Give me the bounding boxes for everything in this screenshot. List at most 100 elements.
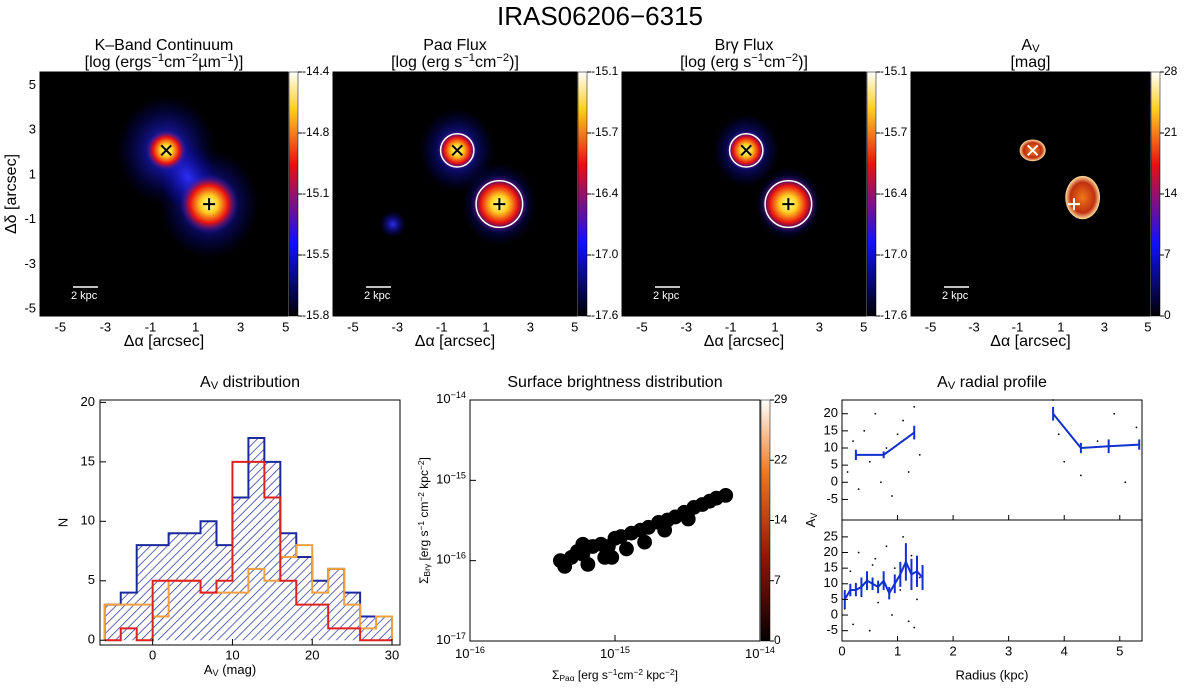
text-part: A: [937, 374, 948, 391]
text-part: A: [200, 374, 211, 391]
y-tick-label: 3: [29, 122, 36, 137]
histogram-bar: [296, 556, 313, 641]
profile-line: [855, 431, 915, 456]
colorbar: [866, 71, 877, 317]
text-part: A: [204, 662, 213, 677]
text-part: 10: [745, 646, 759, 661]
scatter-point: [580, 556, 596, 572]
x-axis-label: Δα [arcsec]: [124, 333, 204, 350]
sample-point: [1079, 474, 1082, 477]
sample-point: [1063, 460, 1066, 463]
text-part: A: [1021, 37, 1032, 54]
text-part: kpc: [643, 668, 665, 682]
superscript: −14: [451, 390, 466, 400]
x-tick-label: 5: [571, 319, 578, 334]
x-tick-label: -3: [100, 319, 112, 334]
sample-point: [918, 453, 921, 456]
histogram-bar: [280, 533, 297, 641]
x-tick-label: -5: [347, 319, 359, 334]
subscript: V: [211, 380, 219, 392]
sample-point: [857, 551, 860, 554]
x-tick-label: -1: [436, 319, 448, 334]
colorbar-tick-label: -15.1: [880, 64, 908, 78]
text-part: ]: [675, 668, 678, 682]
colorbar-tick-label: -17.0: [591, 247, 619, 261]
image: [40, 72, 288, 316]
panel-title: AV radial profile: [937, 374, 1047, 392]
nucleus-marker: [160, 144, 172, 157]
y-tick-label: 10: [824, 575, 838, 590]
sample-point: [846, 471, 849, 473]
sample-point: [891, 495, 893, 497]
colorbar: [577, 71, 588, 317]
scale-bar-label: 2 kpc: [364, 290, 391, 302]
sample-point: [849, 570, 852, 573]
sample-point: [868, 460, 871, 463]
superscript: −16: [451, 551, 466, 561]
superscript: −17: [451, 631, 466, 641]
y-tick-label: 10: [81, 513, 95, 528]
y-tick-label: 0: [88, 632, 95, 647]
x-tick-label: -3: [681, 319, 693, 334]
axes-frame: [910, 71, 1151, 317]
x-tick-label: -5: [925, 319, 937, 334]
sample-point: [1135, 426, 1138, 429]
image: [333, 72, 577, 316]
sample-point: [910, 554, 913, 557]
sample-point: [1057, 433, 1060, 436]
nucleus-marker: [782, 198, 795, 211]
colorbar-tick-label: -15.7: [880, 125, 908, 139]
scale-bar-label: 2 kpc: [942, 290, 969, 302]
panel-subtitle: [log (erg s−1cm−2)]: [391, 52, 519, 71]
y-tick-label: 0: [831, 606, 838, 621]
superscript: −15: [451, 471, 466, 481]
text-part: )]: [509, 54, 519, 71]
y-tick-label: 0: [831, 474, 838, 489]
colorbar-tick-label: 22: [774, 452, 788, 466]
sample-point: [1113, 412, 1116, 415]
histogram-bar: [200, 521, 217, 641]
colorbar-tick-label: -15.1: [591, 64, 619, 78]
x-tick-label: 2: [949, 643, 956, 658]
panel-title: Brγ Flux: [715, 37, 774, 54]
y-tick-label: -5: [826, 622, 838, 637]
text-part: cm: [417, 502, 431, 521]
image: [622, 72, 866, 316]
text-part: 10: [436, 552, 450, 567]
histogram-bar: [376, 616, 393, 641]
text-part: distribution: [218, 374, 300, 391]
x-axis-label: Δα [arcsec]: [415, 333, 495, 350]
nucleus-marker: [493, 198, 506, 211]
y-tick-label: 1: [29, 166, 36, 181]
contour: [764, 180, 813, 229]
text-part: µm: [198, 54, 221, 71]
histogram-bar: [136, 545, 153, 641]
y-tick-label: 20: [81, 394, 95, 409]
panel-subtitle: [log (ergs−1cm−2µm−1)]: [85, 52, 244, 71]
text-part: [erg s: [575, 668, 608, 682]
sample-point: [871, 564, 874, 566]
image-background: [622, 72, 866, 316]
x-tick-label: 1: [771, 319, 778, 334]
x-tick-label: 3: [1101, 319, 1108, 334]
sample-point: [868, 629, 871, 632]
colorbar-tick-label: -17.6: [591, 308, 619, 322]
panel-title: AV: [1021, 37, 1040, 55]
subscript: Brγ: [422, 563, 432, 576]
colorbar-tick-label: -17.6: [880, 308, 908, 322]
x-tick-label: -1: [725, 319, 737, 334]
nucleus-marker: [451, 144, 463, 157]
sample-point: [857, 488, 860, 491]
image: [911, 72, 1150, 316]
y-tick-label: 20: [824, 405, 838, 420]
scatter-point: [604, 549, 620, 565]
histogram-bar: [184, 533, 201, 641]
scatter-point: [657, 522, 673, 538]
x-tick-label: 1: [482, 319, 489, 334]
x-tick-label: 1: [192, 319, 199, 334]
image-background: [911, 72, 1150, 316]
colorbar-tick-label: -16.4: [880, 186, 908, 200]
x-tick-label: 20: [305, 647, 319, 662]
colorbar-tick-label: 29: [774, 392, 788, 406]
text-part: cm: [475, 54, 496, 71]
